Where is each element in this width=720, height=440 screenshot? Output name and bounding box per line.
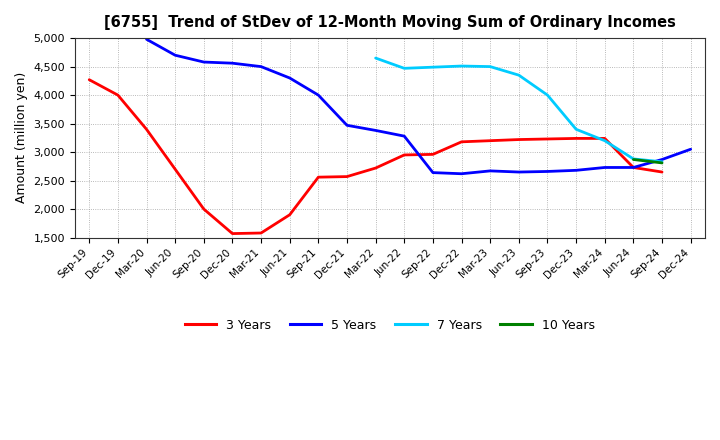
Title: [6755]  Trend of StDev of 12-Month Moving Sum of Ordinary Incomes: [6755] Trend of StDev of 12-Month Moving… bbox=[104, 15, 676, 30]
Y-axis label: Amount (million yen): Amount (million yen) bbox=[15, 72, 28, 203]
Legend: 3 Years, 5 Years, 7 Years, 10 Years: 3 Years, 5 Years, 7 Years, 10 Years bbox=[180, 314, 600, 337]
